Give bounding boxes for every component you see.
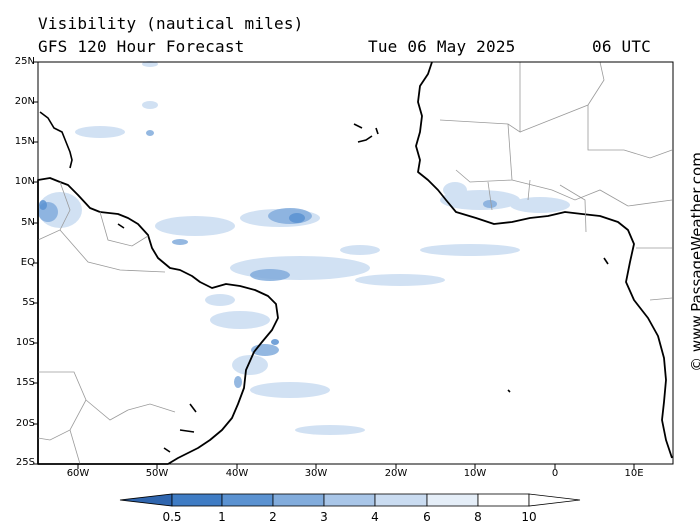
colorbar-segment	[221, 493, 274, 507]
lon-label: 50W	[145, 468, 169, 479]
lon-label: 10W	[463, 468, 487, 479]
forecast-date: Tue 06 May 2025	[368, 37, 516, 56]
lat-label: 20N	[14, 96, 35, 107]
lon-label: 30W	[304, 468, 328, 479]
colorbar-segment	[426, 493, 479, 507]
lat-label: 25S	[15, 457, 35, 468]
lat-label: 5S	[22, 297, 35, 308]
colorbar-label: 3	[320, 510, 328, 524]
lat-label: 15N	[14, 136, 35, 147]
colorbar-segment	[374, 493, 428, 507]
colorbar-segment	[477, 493, 530, 507]
map-title: Visibility (nautical miles)	[38, 14, 304, 33]
islands	[39, 111, 609, 453]
colorbar-segment	[171, 493, 223, 507]
south-america-land	[37, 177, 279, 465]
forecast-time: 06 UTC	[592, 37, 651, 56]
country-borders	[37, 61, 673, 465]
map-area	[33, 61, 674, 469]
lat-label: 10N	[14, 176, 35, 187]
forecast-subtitle: GFS 120 Hour Forecast	[38, 37, 245, 56]
africa-land	[415, 61, 673, 459]
colorbar-segment	[323, 493, 376, 507]
colorbar-low-triangle	[119, 493, 173, 507]
lon-label: 0	[551, 468, 559, 479]
lon-label: 20W	[384, 468, 408, 479]
lat-label: 25N	[14, 56, 35, 67]
colorbar-segment	[272, 493, 325, 507]
colorbar-label: 0.5	[162, 510, 182, 524]
lat-label: 20S	[15, 418, 35, 429]
colorbar-high-triangle	[528, 493, 581, 507]
colorbar-label: 2	[269, 510, 277, 524]
lon-label: 40W	[225, 468, 249, 479]
colorbar-label: 8	[474, 510, 482, 524]
colorbar-label: 6	[423, 510, 431, 524]
lat-label: EQ	[20, 257, 35, 268]
lat-label: 5N	[21, 217, 35, 228]
lon-label: 10E	[624, 468, 644, 479]
axis-ticks	[33, 61, 635, 469]
lon-label: 60W	[66, 468, 90, 479]
colorbar	[119, 493, 581, 507]
lat-label: 15S	[15, 377, 35, 388]
lat-label: 10S	[15, 337, 35, 348]
colorbar-label: 4	[371, 510, 379, 524]
colorbar-label: 1	[218, 510, 226, 524]
colorbar-label: 10	[521, 510, 537, 524]
